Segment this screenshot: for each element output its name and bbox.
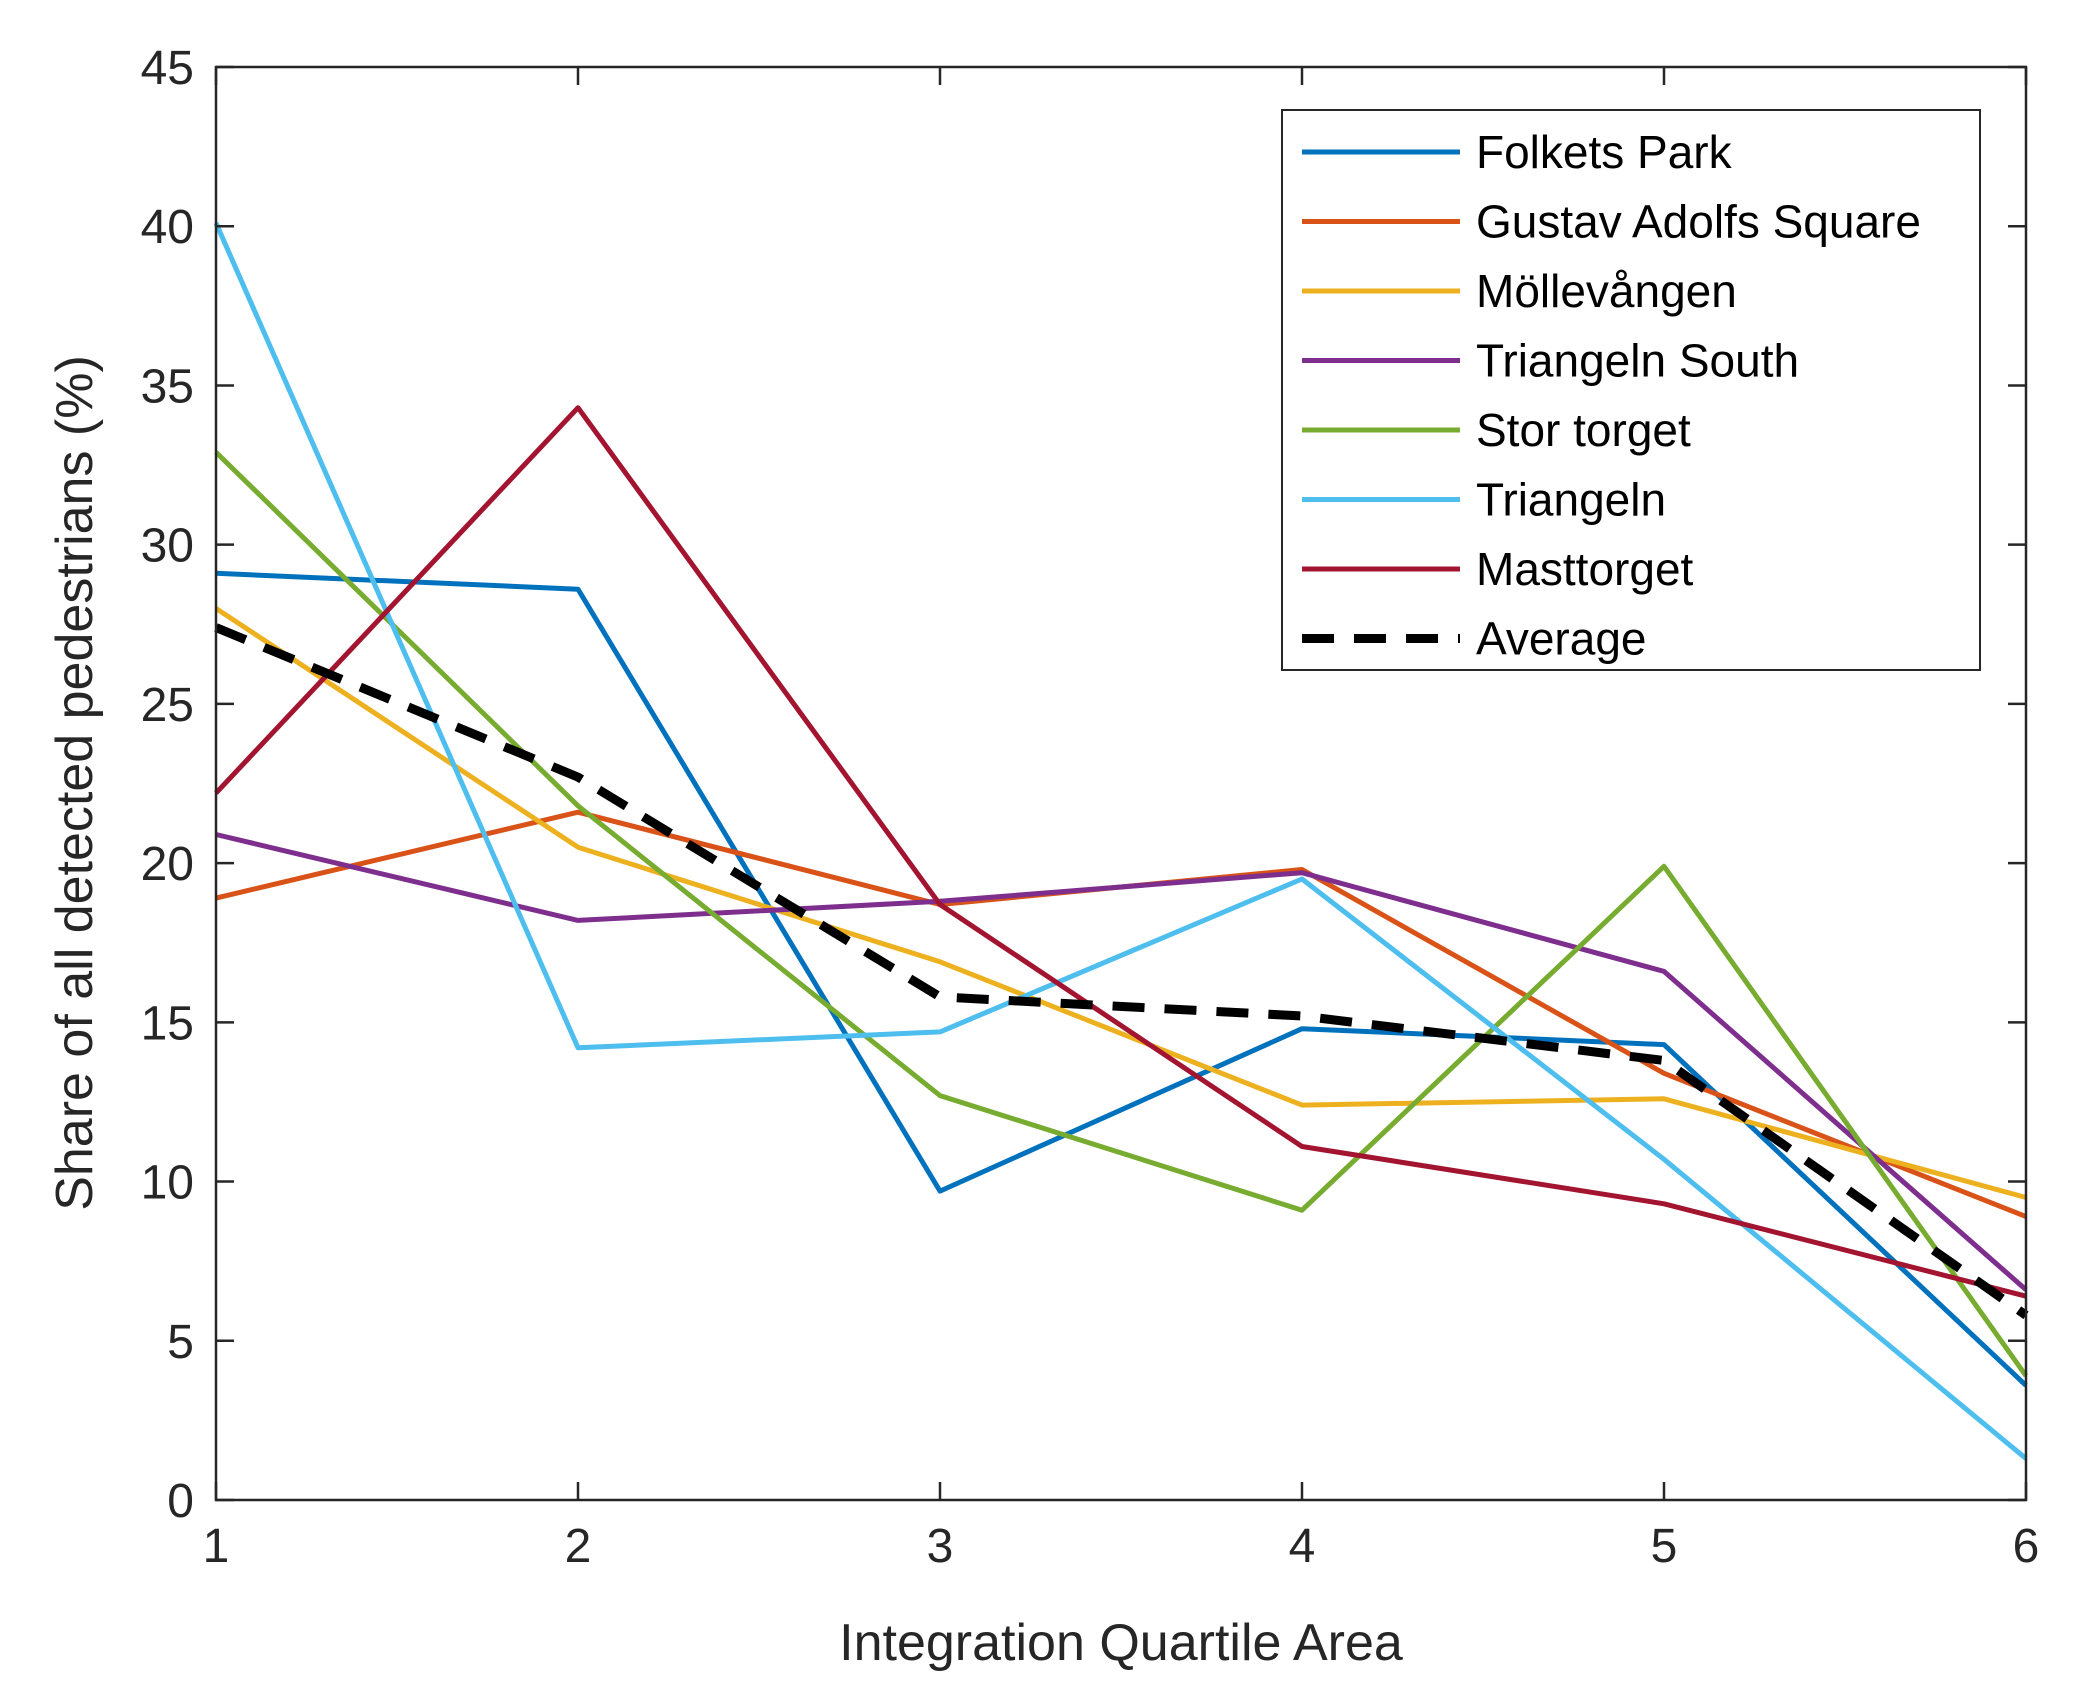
x-tick-label: 1 xyxy=(203,1520,230,1573)
legend: Folkets Park Gustav Adolfs Square Möllevån… xyxy=(1281,109,1981,671)
x-tick-label: 3 xyxy=(927,1520,954,1573)
y-axis-title: Share of all detected pedestrians (%) xyxy=(46,355,104,1211)
legend-label-5: Triangeln xyxy=(1476,474,1666,526)
series-line-6 xyxy=(214,405,2027,1299)
legend-box xyxy=(1281,109,1981,671)
series-line-5 xyxy=(213,221,2028,1461)
y-tick-label: 5 xyxy=(167,1316,194,1369)
legend-label-1: Gustav Adolfs Square xyxy=(1476,196,1921,248)
x-tick-label: 6 xyxy=(2013,1520,2040,1573)
x-axis-title: Integration Quartile Area xyxy=(839,1614,1403,1672)
legend-label-3: Triangeln South xyxy=(1476,335,1799,387)
y-tick-label: 25 xyxy=(141,679,194,732)
y-tick-label: 10 xyxy=(141,1157,194,1210)
x-tick-label: 5 xyxy=(1651,1520,1678,1573)
series-layer xyxy=(213,221,2029,1461)
legend-label-7: Average xyxy=(1476,613,1647,665)
legend-label-4: Stor torget xyxy=(1476,404,1691,456)
y-tick-label: 20 xyxy=(141,838,194,891)
series-line-7 xyxy=(214,623,2029,1319)
y-tick-label: 0 xyxy=(167,1475,194,1528)
x-tick-label: 4 xyxy=(1289,1520,1316,1573)
y-tick-label: 35 xyxy=(141,360,194,413)
legend-label-0: Folkets Park xyxy=(1476,126,1733,178)
y-tick-label: 40 xyxy=(141,201,194,254)
y-tick-label: 15 xyxy=(141,997,194,1050)
series-line-4 xyxy=(214,450,2029,1378)
axes-box xyxy=(214,65,2028,1502)
y-tick-label: 45 xyxy=(141,42,194,95)
legend-label-6: Masttorget xyxy=(1476,543,1694,595)
x-tick-label: 2 xyxy=(565,1520,592,1573)
legend-label-2: Möllevången xyxy=(1476,265,1737,317)
legend-entries: Folkets Park Gustav Adolfs Square Möllevån… xyxy=(1302,126,1921,665)
series-line-2 xyxy=(214,606,2027,1200)
y-tick-label: 30 xyxy=(141,520,194,573)
axes-layer xyxy=(214,65,2028,1502)
